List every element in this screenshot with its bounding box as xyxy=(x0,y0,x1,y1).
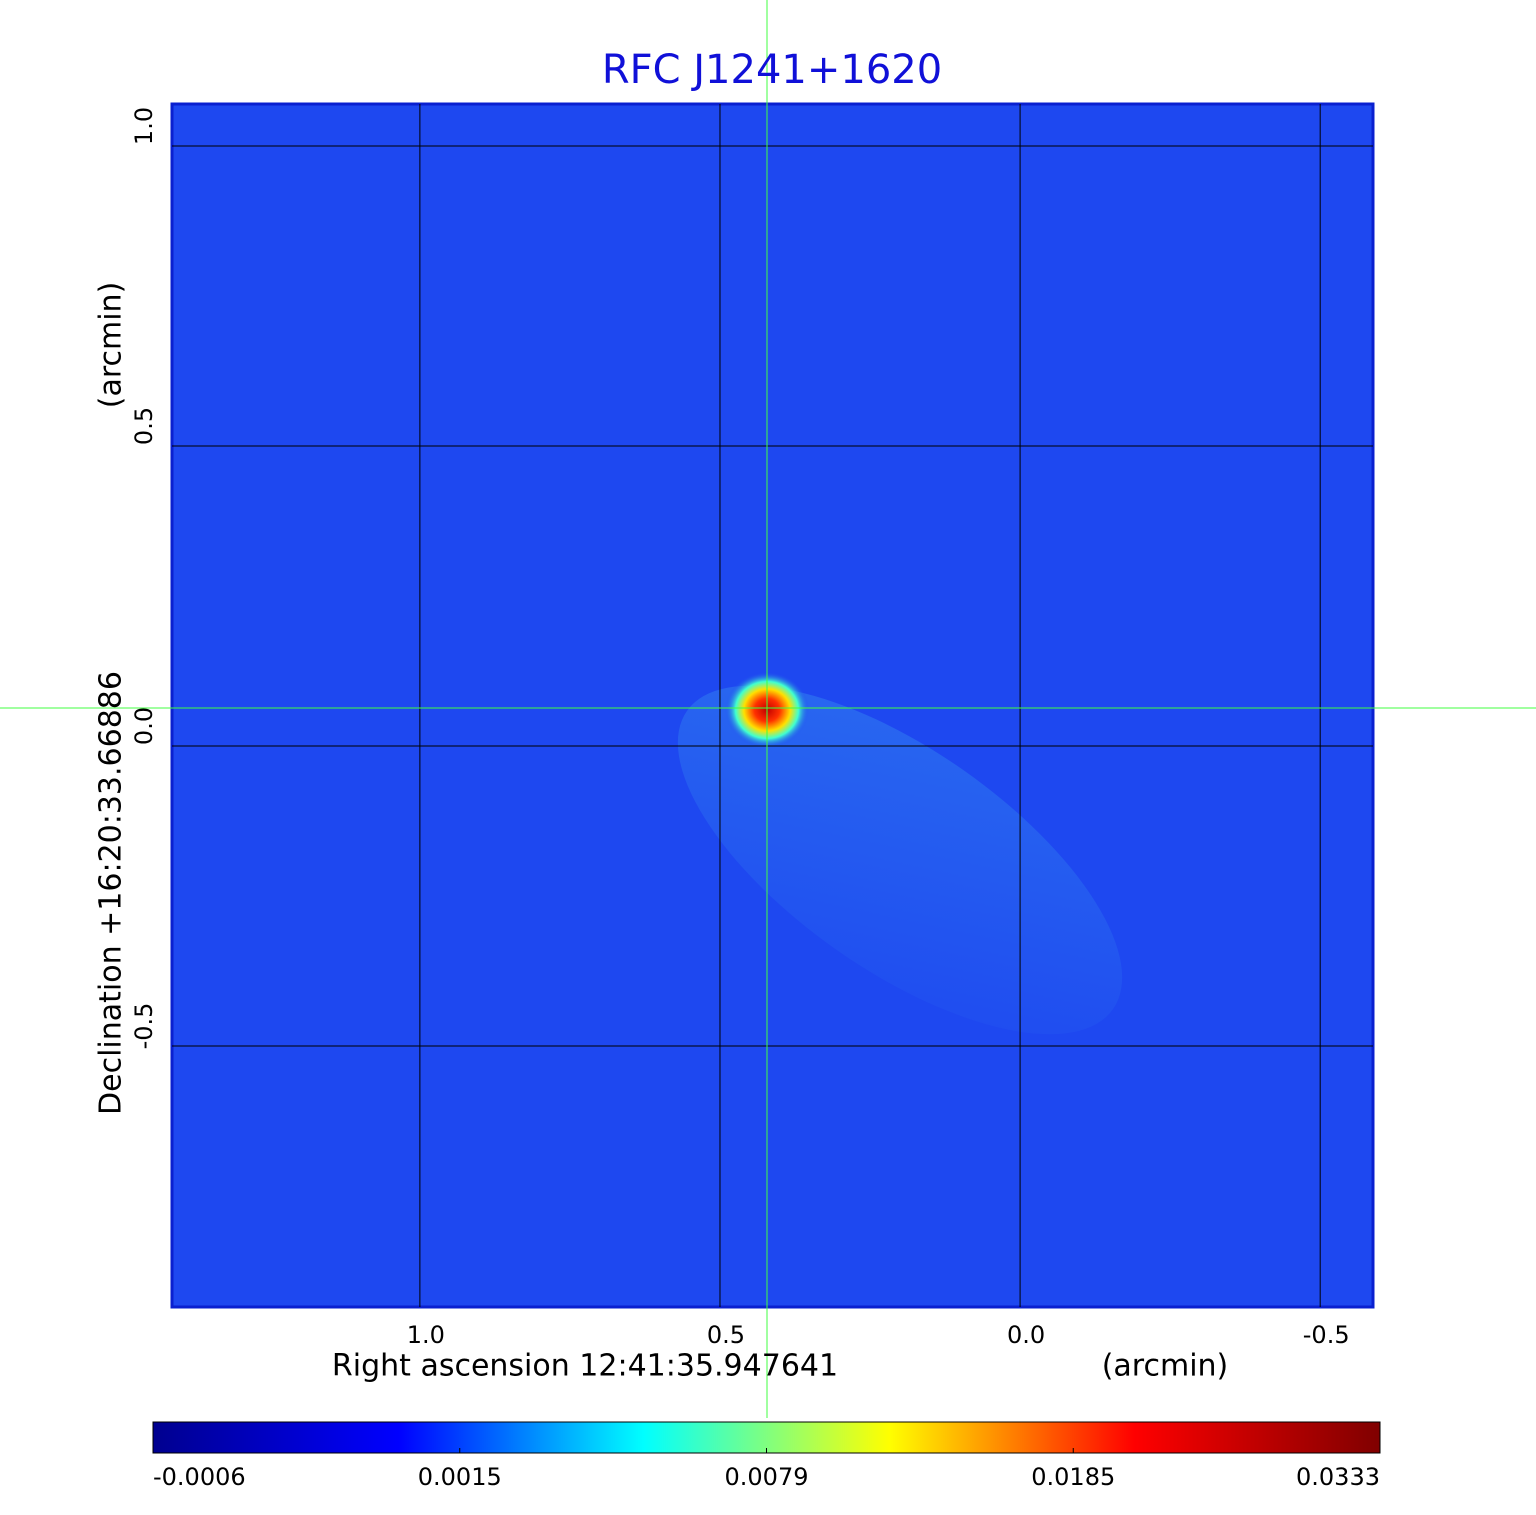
y-axis-unit: (arcmin) xyxy=(94,282,129,409)
x-tick-label: 1.0 xyxy=(407,1321,445,1349)
colorbar-tick-label: 0.0333 xyxy=(1296,1463,1380,1491)
colorbar xyxy=(152,1421,1381,1454)
colorbar-tick-label: 0.0185 xyxy=(1031,1463,1115,1491)
y-tick-label: 0.5 xyxy=(130,407,158,445)
colorbar-tick-label: 0.0015 xyxy=(418,1463,502,1491)
y-axis-label: Declination +16:20:33.66886 xyxy=(94,671,129,1115)
y-tick-label: -0.5 xyxy=(130,1003,158,1050)
chart-title: RFC J1241+1620 xyxy=(602,47,942,93)
x-axis-unit: (arcmin) xyxy=(1102,1349,1229,1384)
x-tick-label: 0.0 xyxy=(1007,1321,1045,1349)
diffuse-emission xyxy=(677,685,1123,1035)
y-tick-label: 0.0 xyxy=(130,707,158,745)
x-tick-label: -0.5 xyxy=(1303,1321,1350,1349)
x-tick-label: 0.5 xyxy=(707,1321,745,1349)
y-tick-label: 1.0 xyxy=(130,107,158,145)
colorbar-tick-label: -0.0006 xyxy=(153,1463,246,1491)
x-axis-label: Right ascension 12:41:35.947641 xyxy=(332,1349,838,1384)
colorbar-tick-label: 0.0079 xyxy=(725,1463,809,1491)
